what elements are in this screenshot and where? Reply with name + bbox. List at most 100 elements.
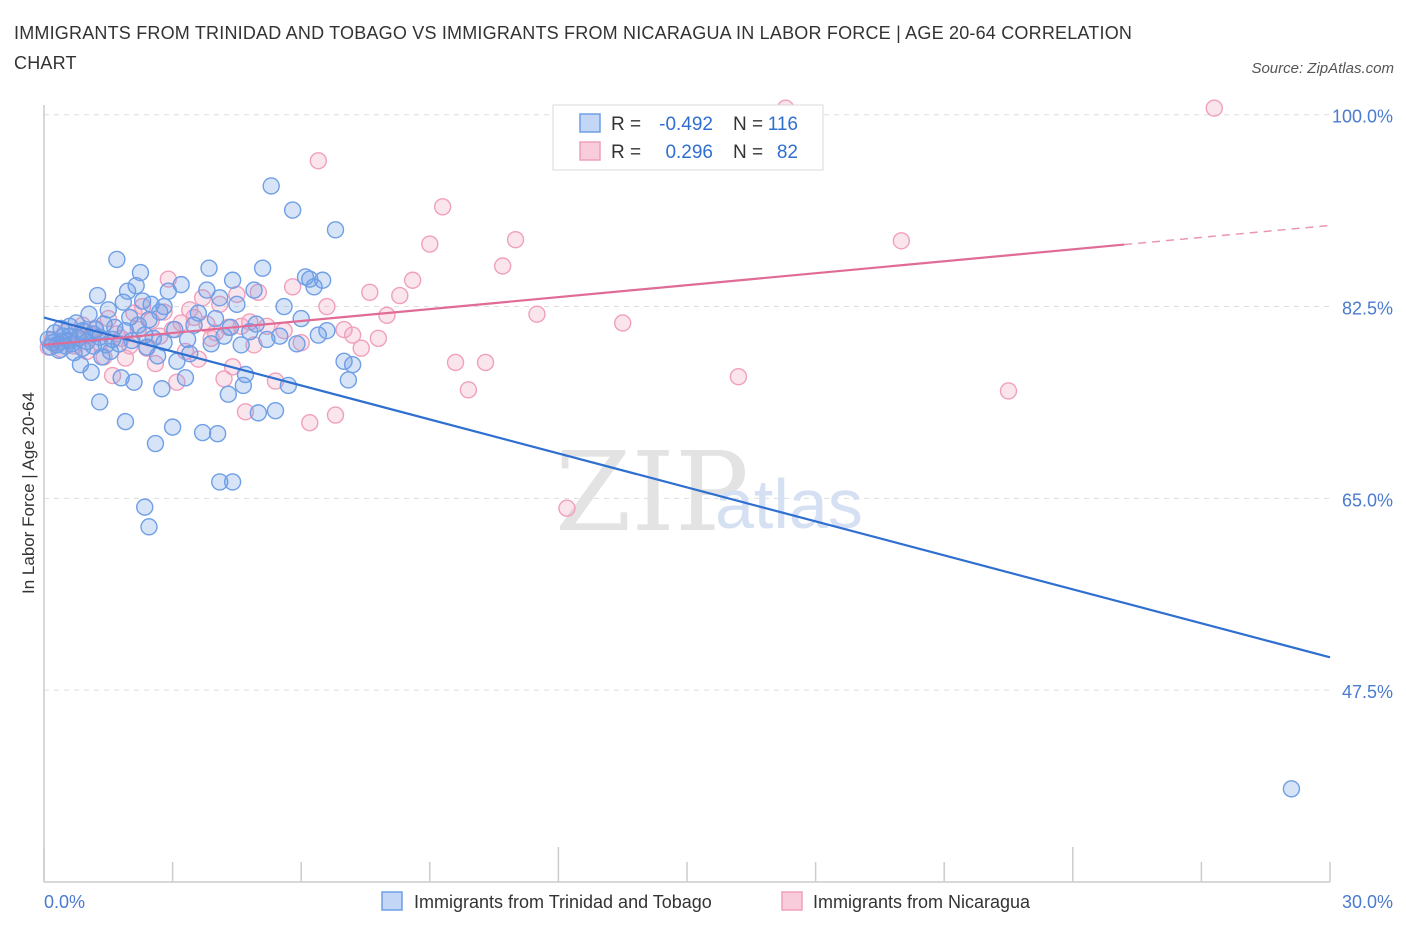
legend-r-value-nicaragua: 0.296 xyxy=(665,142,713,163)
nicaragua-point xyxy=(506,230,525,249)
nicaragua-point xyxy=(301,414,319,432)
y-axis-label: In Labor Force | Age 20-64 xyxy=(19,392,38,594)
legend-swatch-nicaragua xyxy=(579,141,601,161)
trinidad-point xyxy=(153,380,171,398)
trinidad-point xyxy=(80,305,98,323)
trinidad-trend-line xyxy=(43,316,1331,659)
trinidad-point xyxy=(131,263,150,282)
trinidad-point xyxy=(288,335,306,353)
trinidad-point xyxy=(88,286,107,305)
trinidad-points xyxy=(39,177,1301,798)
nicaragua-point xyxy=(236,403,255,421)
trinidad-point xyxy=(118,282,137,300)
trinidad-point xyxy=(245,281,263,299)
chart-source: Source: ZipAtlas.com xyxy=(1251,60,1394,77)
trinidad-point xyxy=(114,293,133,311)
nicaragua-trend-line-projection xyxy=(1124,224,1331,246)
trinidad-point xyxy=(112,369,130,387)
nicaragua-point xyxy=(403,271,422,289)
trinidad-point xyxy=(258,330,276,349)
trinidad-point xyxy=(266,401,285,420)
nicaragua-point xyxy=(446,353,465,372)
trinidad-point xyxy=(140,518,158,536)
trinidad-point xyxy=(223,271,242,289)
nicaragua-point xyxy=(343,326,362,344)
trend-lines xyxy=(43,224,1331,659)
y-tick-label: 47.5% xyxy=(1342,682,1393,702)
trinidad-point xyxy=(309,326,328,344)
trinidad-point xyxy=(253,259,272,277)
nicaragua-point xyxy=(1205,99,1223,117)
gridlines xyxy=(44,114,1330,691)
watermark-zip: ZIP xyxy=(555,428,749,556)
legend-top: R = -0.492 N = 116 R = 0.296 N = 82 xyxy=(552,104,824,171)
nicaragua-point xyxy=(493,257,512,275)
trinidad-point xyxy=(232,336,250,354)
nicaragua-point xyxy=(558,499,576,517)
trinidad-point xyxy=(108,250,126,269)
nicaragua-point xyxy=(352,339,370,357)
trinidad-point xyxy=(129,316,148,334)
trinidad-point xyxy=(127,277,145,295)
legend-r-label-trinidad: R = xyxy=(611,114,641,135)
trinidad-point xyxy=(343,355,362,374)
trinidad-point xyxy=(211,473,229,491)
nicaragua-point xyxy=(892,232,911,250)
trinidad-point xyxy=(200,259,218,277)
trinidad-point xyxy=(271,327,289,345)
trinidad-point xyxy=(339,371,358,389)
chart-title: IMMIGRANTS FROM TRINIDAD AND TOBAGO VS I… xyxy=(14,23,1133,73)
trinidad-point xyxy=(163,418,182,436)
nicaragua-point xyxy=(283,278,302,296)
x-tick-label-max: 30.0% xyxy=(1342,892,1393,912)
trinidad-point xyxy=(326,221,345,239)
legend-n-value-nicaragua: 82 xyxy=(777,142,798,163)
watermark-atlas: atlas xyxy=(715,465,863,543)
bottom-legend-swatch-trinidad xyxy=(381,891,403,911)
trinidad-point xyxy=(318,321,336,340)
trinidad-point xyxy=(219,385,238,403)
trinidad-point xyxy=(136,498,154,516)
nicaragua-point xyxy=(421,235,439,253)
nicaragua-point xyxy=(391,286,409,305)
trinidad-point xyxy=(249,404,268,422)
nicaragua-point xyxy=(155,303,173,321)
y-tick-label: 65.0% xyxy=(1342,490,1393,510)
nicaragua-point xyxy=(361,283,379,301)
y-tick-label: 100.0% xyxy=(1332,107,1393,127)
trinidad-point xyxy=(1282,780,1301,798)
nicaragua-point xyxy=(459,381,478,399)
nicaragua-point xyxy=(999,382,1018,400)
trinidad-point xyxy=(228,295,246,314)
trinidad-point xyxy=(202,335,220,353)
nicaragua-trend-line xyxy=(43,243,1125,347)
y-tick-labels: 47.5% 65.0% 82.5% 100.0% xyxy=(1332,107,1393,702)
trinidad-point xyxy=(313,271,332,289)
nicaragua-point xyxy=(258,317,276,335)
trinidad-point xyxy=(292,309,310,328)
trinidad-point xyxy=(275,297,293,316)
nicaragua-point xyxy=(369,329,388,348)
x-tick-marks xyxy=(43,847,1331,882)
x-tick-label-min: 0.0% xyxy=(44,892,85,912)
nicaragua-point xyxy=(476,353,495,372)
nicaragua-point xyxy=(528,305,546,323)
trinidad-point xyxy=(91,393,109,411)
nicaragua-point xyxy=(378,306,396,325)
trinidad-point xyxy=(262,177,280,195)
legend-n-value-trinidad: 116 xyxy=(768,114,798,135)
nicaragua-point xyxy=(168,373,186,391)
nicaragua-point xyxy=(433,198,452,216)
nicaragua-point xyxy=(326,406,345,424)
trinidad-point xyxy=(172,275,190,294)
trinidad-point xyxy=(283,201,302,219)
legend-r-value-trinidad: -0.492 xyxy=(659,114,713,135)
nicaragua-point xyxy=(614,314,632,332)
trinidad-point xyxy=(223,473,242,491)
nicaragua-point xyxy=(309,152,328,170)
nicaragua-point xyxy=(335,320,353,339)
legend-bottom: Immigrants from Trinidad and Tobago Immi… xyxy=(381,891,1031,912)
trinidad-point xyxy=(146,434,165,453)
bottom-legend-label-trinidad: Immigrants from Trinidad and Tobago xyxy=(414,892,712,912)
